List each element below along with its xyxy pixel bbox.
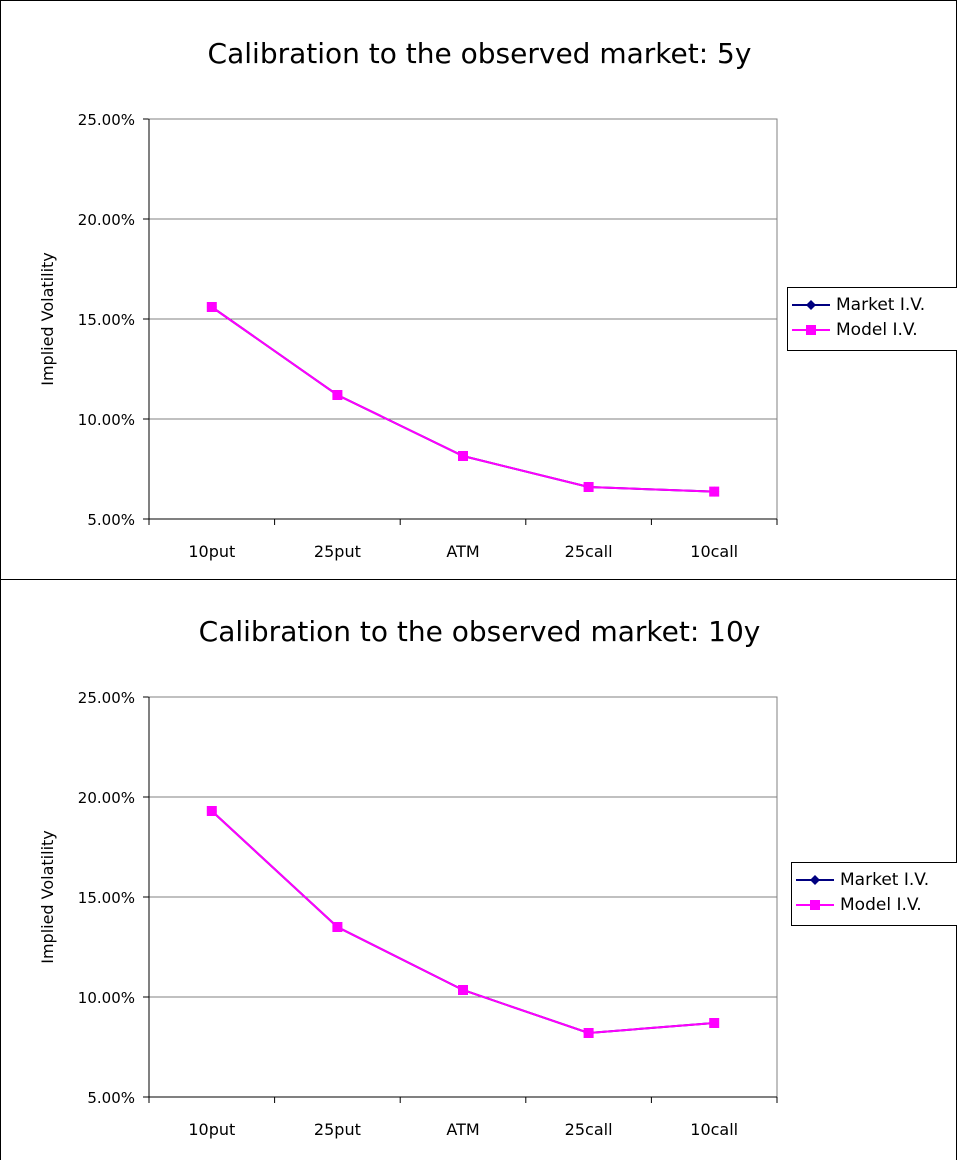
chart-panel-10y: Calibration to the observed market: 10y … <box>0 579 957 1160</box>
x-tick-label: 10call <box>690 1120 738 1139</box>
data-point <box>206 302 217 312</box>
y-axis-label: Implied Volatility <box>38 252 57 386</box>
legend-item-market: Market I.V. <box>788 294 925 316</box>
series-line <box>211 306 715 493</box>
chart-title: Calibration to the observed market: 5y <box>207 37 752 70</box>
data-point <box>709 486 720 497</box>
square-marker-icon <box>796 900 834 910</box>
legend-label: Market I.V. <box>836 295 926 315</box>
y-tick-label: 15.00% <box>78 311 135 329</box>
x-tick-label: 25call <box>565 542 613 561</box>
y-axis-label: Implied Volatility <box>38 830 57 964</box>
x-tick-label: ATM <box>446 1120 479 1139</box>
diamond-marker-icon <box>796 875 834 885</box>
diamond-marker-icon <box>792 300 830 310</box>
y-tick-label: 15.00% <box>78 889 135 907</box>
y-tick-label: 20.00% <box>78 789 135 807</box>
series-line <box>211 810 715 1035</box>
y-tick-label: 25.00% <box>78 689 135 707</box>
chart-panel-5y: Calibration to the observed market: 5y 5… <box>0 0 957 580</box>
data-point <box>332 922 343 932</box>
y-tick-label: 20.00% <box>78 211 135 229</box>
chart-10y: 5.00% 10.00% 15.00% 20.00% 25.00% 10put 25put A… <box>38 689 778 1139</box>
x-tick-label: 25put <box>314 1120 361 1139</box>
legend-label: Market I.V. <box>840 870 930 890</box>
legend: Market I.V. Model I.V. <box>791 862 957 926</box>
legend-item-market: Market I.V. <box>792 869 929 891</box>
data-point <box>332 390 343 400</box>
x-tick-label: 25put <box>314 542 361 561</box>
data-point <box>709 1018 720 1028</box>
square-marker-icon <box>792 325 830 335</box>
chart-title: Calibration to the observed market: 10y <box>198 615 761 648</box>
x-tick-label: 10put <box>188 542 235 561</box>
data-point <box>458 451 468 461</box>
y-tick-label: 10.00% <box>78 989 135 1007</box>
x-tick-label: 25call <box>565 1120 613 1139</box>
x-tick-label: ATM <box>446 542 479 561</box>
series-line <box>211 306 715 493</box>
chart-5y: 5.00% 10.00% 15.00% 20.00% 25.00% 10put 25put A… <box>38 111 778 561</box>
legend: Market I.V. Model I.V. <box>787 287 957 351</box>
y-tick-label: 5.00% <box>87 511 135 529</box>
y-tick-label: 25.00% <box>78 111 135 129</box>
data-point <box>458 985 468 995</box>
series-line <box>211 810 715 1035</box>
data-point <box>583 1028 594 1038</box>
data-point <box>583 482 594 492</box>
legend-label: Model I.V. <box>836 320 918 340</box>
x-tick-label: 10put <box>188 1120 235 1139</box>
x-tick-label: 10call <box>690 542 738 561</box>
y-tick-label: 5.00% <box>87 1089 135 1107</box>
legend-item-model: Model I.V. <box>792 894 922 916</box>
y-tick-label: 10.00% <box>78 411 135 429</box>
legend-item-model: Model I.V. <box>788 319 918 341</box>
data-point <box>206 806 217 816</box>
legend-label: Model I.V. <box>840 895 922 915</box>
